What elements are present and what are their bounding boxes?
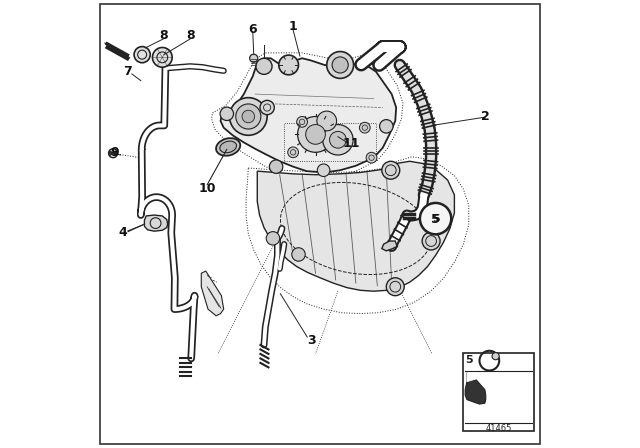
Circle shape [420, 203, 451, 234]
Text: 5: 5 [465, 355, 473, 365]
Circle shape [422, 232, 440, 250]
Ellipse shape [216, 138, 240, 156]
Circle shape [242, 110, 255, 123]
Polygon shape [145, 215, 168, 231]
Circle shape [109, 149, 118, 158]
Text: 41465: 41465 [486, 424, 512, 433]
Circle shape [260, 100, 275, 115]
Circle shape [297, 116, 307, 127]
Circle shape [380, 120, 393, 133]
Text: 10: 10 [198, 181, 216, 195]
Circle shape [288, 147, 298, 158]
Polygon shape [467, 373, 477, 382]
Text: 8: 8 [186, 29, 195, 43]
Text: 5: 5 [431, 213, 440, 226]
Bar [284, 123, 376, 161]
Text: 4: 4 [118, 226, 127, 240]
Text: 6: 6 [248, 22, 257, 36]
Circle shape [250, 54, 258, 62]
Circle shape [360, 122, 370, 133]
Circle shape [236, 104, 261, 129]
Text: 1: 1 [289, 20, 298, 34]
Circle shape [306, 125, 325, 144]
Circle shape [317, 111, 337, 131]
Polygon shape [202, 271, 224, 316]
Circle shape [387, 278, 404, 296]
Polygon shape [221, 58, 396, 172]
Text: 3: 3 [307, 334, 316, 347]
Circle shape [266, 232, 280, 245]
Circle shape [230, 98, 267, 135]
Circle shape [279, 55, 298, 75]
Circle shape [152, 47, 172, 67]
Polygon shape [465, 373, 486, 404]
Circle shape [292, 248, 305, 261]
Ellipse shape [220, 141, 237, 153]
Circle shape [298, 116, 333, 152]
Polygon shape [382, 241, 397, 251]
Circle shape [382, 161, 400, 179]
Circle shape [134, 47, 150, 63]
Text: 7: 7 [123, 65, 132, 78]
Text: 8: 8 [159, 29, 168, 43]
Text: 9: 9 [111, 146, 119, 159]
Circle shape [269, 160, 283, 173]
Circle shape [317, 164, 330, 177]
Text: 11: 11 [342, 137, 360, 150]
Polygon shape [257, 161, 454, 291]
Text: 2: 2 [481, 110, 490, 123]
Circle shape [366, 152, 377, 163]
Circle shape [256, 58, 272, 74]
Circle shape [332, 57, 348, 73]
Circle shape [327, 52, 354, 78]
Circle shape [220, 107, 234, 121]
Circle shape [330, 131, 346, 148]
Bar [463, 353, 534, 431]
Circle shape [323, 125, 353, 155]
Circle shape [492, 353, 499, 360]
Text: 5: 5 [432, 214, 440, 224]
